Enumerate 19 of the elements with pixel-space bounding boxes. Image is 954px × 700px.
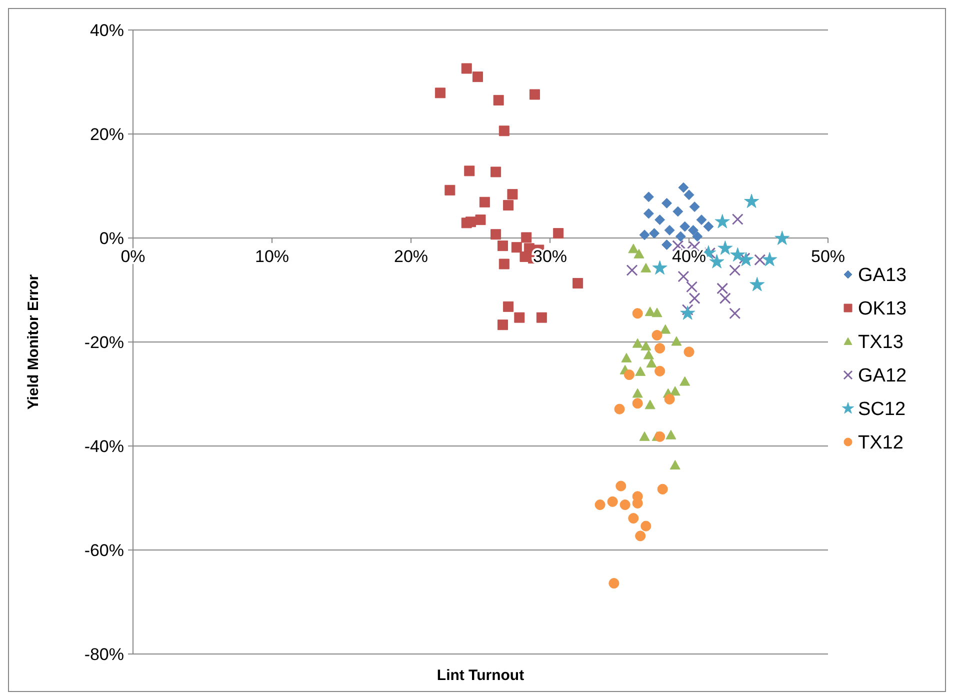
y-tick-label: 20% — [90, 124, 124, 144]
y-tick-label: 40% — [90, 20, 124, 40]
x-tick-label: 50% — [810, 247, 846, 266]
y-axis-title: Yield Monitor Error — [25, 274, 42, 410]
x-tick-label: 20% — [394, 247, 428, 266]
y-tick-label: 0% — [99, 228, 124, 248]
legend-label: SC12 — [858, 399, 906, 420]
legend-label: TX13 — [858, 332, 904, 354]
legend-label: GA12 — [858, 366, 907, 387]
y-tick-label: -80% — [84, 644, 124, 664]
y-tick-label: -60% — [84, 540, 124, 560]
x-tick-label: 0% — [120, 247, 146, 266]
y-tick-label: -40% — [84, 436, 124, 456]
legend-label: OK13 — [858, 298, 907, 320]
legend-label: TX12 — [858, 432, 904, 454]
x-axis-title: Lint Turnout — [436, 667, 524, 684]
legend-label: GA13 — [858, 265, 907, 286]
x-tick-label: 10% — [254, 247, 290, 266]
y-tick-label: -20% — [84, 332, 124, 352]
